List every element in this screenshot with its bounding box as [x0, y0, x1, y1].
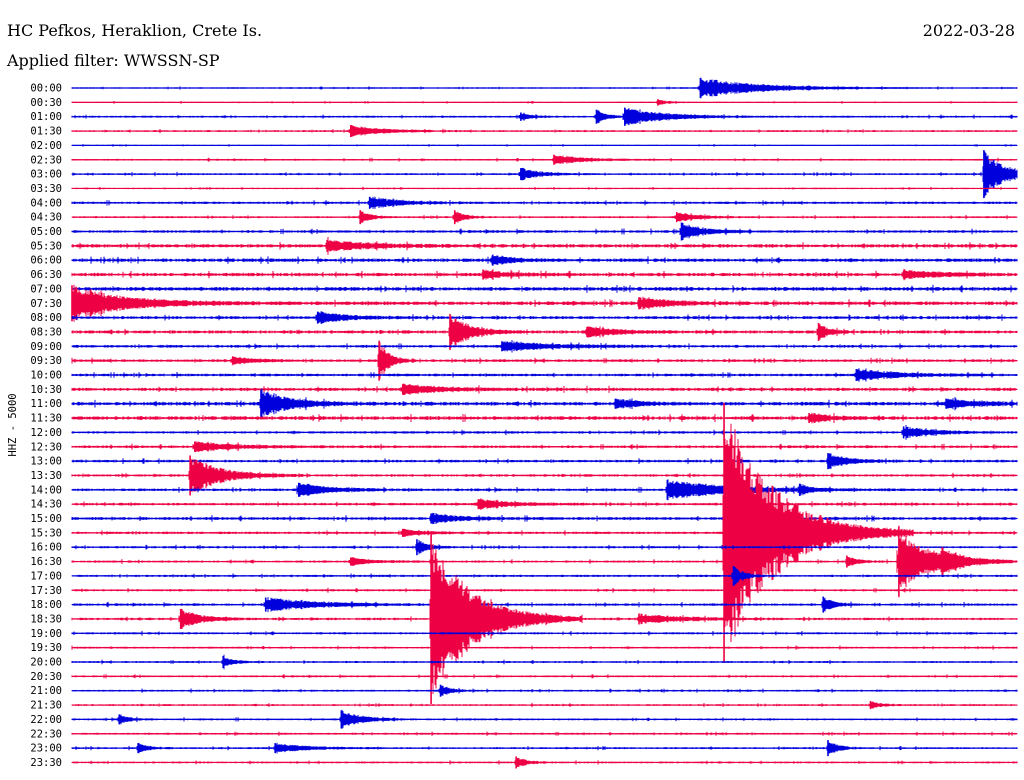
tick-label: 17:00 [30, 570, 62, 582]
tick-label: 20:00 [30, 657, 62, 669]
station-title: HC Pefkos, Heraklion, Crete Is. [7, 21, 262, 40]
tick-label: 23:00 [30, 743, 62, 755]
tick-label: 15:00 [30, 513, 62, 525]
tick-label: 02:00 [30, 140, 62, 152]
tick-label: 12:30 [30, 441, 62, 453]
tick-label: 15:30 [30, 527, 62, 539]
tick-label: 00:00 [30, 83, 62, 95]
tick-label: 10:30 [30, 384, 62, 396]
tick-label: 08:00 [30, 312, 62, 324]
tick-label: 20:30 [30, 671, 62, 683]
tick-label: 16:30 [30, 556, 62, 568]
filter-label: Applied filter: WWSSN-SP [6, 51, 220, 70]
tick-label: 13:00 [30, 456, 62, 468]
tick-label: 05:30 [30, 240, 62, 252]
tick-label: 09:00 [30, 341, 62, 353]
tick-label: 19:00 [30, 628, 62, 640]
tick-label: 21:00 [30, 685, 62, 697]
tick-label: 01:30 [30, 126, 62, 138]
tick-label: 14:30 [30, 499, 62, 511]
tick-label: 02:30 [30, 154, 62, 166]
tick-label: 22:00 [30, 714, 62, 726]
tick-label: 03:30 [30, 183, 62, 195]
tick-label: 21:30 [30, 700, 62, 712]
tick-label: 00:30 [30, 97, 62, 109]
tick-label: 23:30 [30, 757, 62, 769]
trace-group [71, 77, 1018, 769]
time-tick-labels: 00:00 00:30 01:00 01:30 02:00 02:30 03:00 03:30… [30, 83, 62, 769]
tick-label: 18:30 [30, 613, 62, 625]
tick-label: 11:00 [30, 398, 62, 410]
tick-label: 22:30 [30, 728, 62, 740]
tick-label: 07:00 [30, 283, 62, 295]
tick-label: 17:30 [30, 585, 62, 597]
tick-label: 12:00 [30, 427, 62, 439]
tick-label: 08:30 [30, 326, 62, 338]
tick-label: 13:30 [30, 470, 62, 482]
tick-label: 07:30 [30, 298, 62, 310]
tick-label: 16:00 [30, 542, 62, 554]
tick-label: 18:00 [30, 599, 62, 611]
tick-label: 04:00 [30, 197, 62, 209]
tick-label: 03:00 [30, 169, 62, 181]
tick-label: 06:30 [30, 269, 62, 281]
tick-label: 19:30 [30, 642, 62, 654]
tick-label: 04:30 [30, 212, 62, 224]
tick-label: 01:00 [30, 111, 62, 123]
tick-label: 05:00 [30, 226, 62, 238]
tick-label: 09:30 [30, 355, 62, 367]
tick-label: 11:30 [30, 413, 62, 425]
tick-label: 10:00 [30, 370, 62, 382]
tick-label: 06:00 [30, 255, 62, 267]
date-label: 2022-03-28 [923, 21, 1015, 40]
tick-label: 14:00 [30, 484, 62, 496]
y-axis-label: HHZ - 5000 [7, 393, 19, 456]
